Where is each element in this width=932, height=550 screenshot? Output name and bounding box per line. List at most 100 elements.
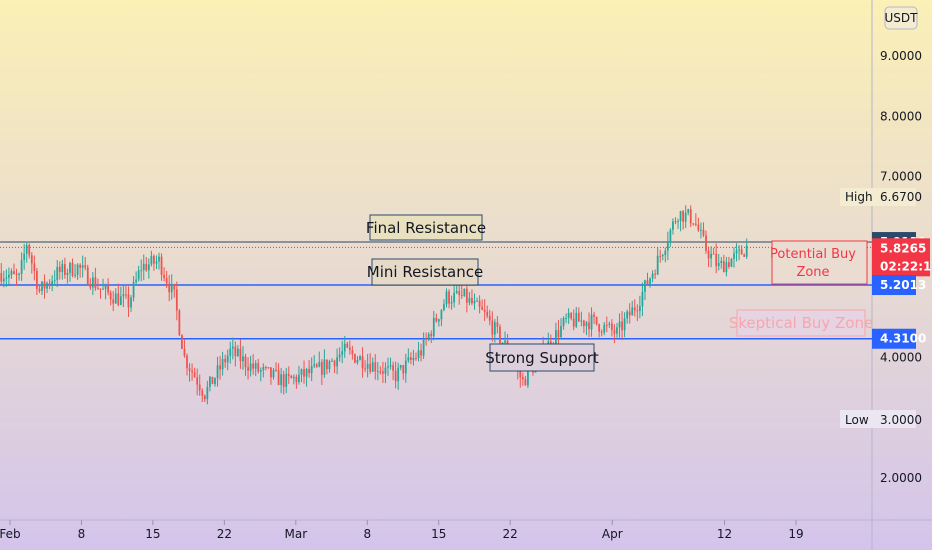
candle-body (320, 361, 323, 375)
mini-resistance-annotation[interactable]: Mini Resistance (367, 258, 483, 286)
time-tick-label: 15 (145, 527, 160, 541)
candle-body (109, 292, 112, 300)
candle-body (76, 264, 79, 275)
candle-body (188, 368, 191, 371)
candle-body (702, 229, 705, 236)
candle-body (28, 245, 31, 256)
candle-body (170, 284, 173, 293)
candle-body (654, 273, 657, 275)
candle-body (694, 223, 697, 225)
candle-body (460, 295, 463, 297)
candle-body (404, 360, 407, 374)
candle-body (595, 316, 598, 325)
candle-body (430, 333, 433, 337)
time-tick-label: 15 (431, 527, 446, 541)
candle-body (725, 262, 728, 273)
candle-body (644, 280, 646, 292)
candle-body (425, 338, 428, 340)
candle-body (656, 255, 659, 275)
mini-resistance-label: Mini Resistance (367, 263, 483, 281)
candle-body (303, 369, 305, 377)
candle-body (486, 311, 489, 316)
skeptical-buy-zone-annotation[interactable]: Skeptical Buy Zone (729, 309, 873, 337)
candle-body (58, 266, 61, 273)
candle-body (18, 273, 20, 276)
high-label: High 6.6700 (840, 188, 922, 206)
candle-body (590, 314, 593, 330)
candle-body (33, 263, 36, 271)
currency-badge-box (884, 6, 918, 30)
candle-body (290, 375, 293, 379)
strong-support-box (489, 343, 595, 372)
candle-body (196, 377, 199, 385)
candle-body (257, 363, 260, 372)
candle-body (285, 373, 288, 387)
candle-body (402, 365, 405, 374)
candle-body (292, 376, 295, 379)
candle-body (305, 368, 308, 377)
candle-body (338, 354, 341, 358)
candle-body (298, 374, 300, 383)
candle-body (2, 278, 5, 282)
candle-body (122, 294, 125, 297)
candle-body (608, 323, 611, 325)
potential-buy-zone-annotation[interactable]: Potential Buy Zone (770, 240, 868, 285)
candle-body (397, 367, 400, 382)
currency-badge[interactable]: USDT (884, 6, 919, 30)
candle-body (125, 294, 127, 296)
candle-body (366, 363, 369, 369)
candle-body (598, 324, 601, 332)
candle-body (0, 273, 3, 282)
candle-body (13, 271, 15, 274)
final-resistance-annotation[interactable]: Final Resistance (366, 214, 486, 241)
candle-body (219, 365, 221, 370)
candle-body (664, 250, 667, 256)
price-tick-label: 7.0000 (880, 170, 922, 184)
time-tick-label: 22 (503, 527, 518, 541)
candle-body (496, 322, 499, 327)
candle-body (692, 223, 695, 225)
low-label-prefix: Low (845, 413, 869, 427)
candle-body (63, 264, 66, 275)
candle-body (560, 325, 562, 338)
candle-body (394, 370, 397, 382)
candle-body (605, 324, 608, 326)
candle-body (392, 365, 394, 371)
candle-body (453, 292, 456, 303)
candle-body (5, 277, 8, 279)
candle-body (483, 309, 486, 312)
strong-support-annotation[interactable]: Strong Support (485, 343, 599, 372)
candle-body (117, 293, 120, 305)
candle-body (379, 371, 382, 373)
candle-body (443, 304, 445, 311)
candle-body (51, 281, 54, 285)
candle-body (331, 360, 333, 362)
candle-body (491, 320, 494, 335)
price-tick-label: 4.0000 (880, 350, 922, 364)
candle-body (41, 281, 43, 291)
candle-body (354, 354, 356, 363)
candle-body (626, 311, 629, 319)
candle-body (399, 365, 402, 368)
candle-body (371, 362, 374, 372)
candle-body (562, 318, 565, 326)
candle-body (36, 270, 38, 289)
candle-body (275, 369, 277, 371)
candle-body (710, 253, 712, 259)
time-tick-label: 8 (363, 527, 371, 541)
candle-body (593, 314, 595, 317)
candle-body (445, 291, 448, 305)
candle-body (71, 262, 74, 276)
candle-body (43, 281, 46, 289)
candle-body (412, 357, 415, 360)
candle-body (389, 365, 392, 367)
price-tick-label: 9.0000 (880, 49, 922, 63)
candle-body (407, 357, 410, 361)
candle-body (328, 361, 331, 370)
candle-body (588, 322, 590, 330)
candle-body (600, 331, 603, 333)
candle-body (628, 311, 631, 316)
candle-body (728, 262, 730, 267)
candle-body (280, 374, 283, 385)
